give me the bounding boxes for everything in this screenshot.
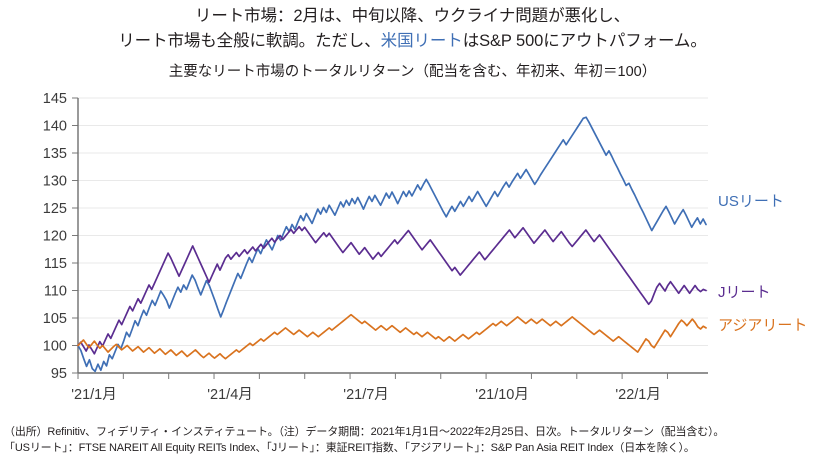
y-axis-tick-label: 100	[43, 339, 67, 355]
footer-source-line: （出所）Refinitiv、フィデリティ・インスティテュート。（注）データ期間：…	[4, 426, 725, 438]
line-chart: 95 100 105 110 115 120 125 130 135 140 145 '21/1月 '2…	[43, 91, 808, 403]
x-axis-tick-label: '22/1月	[615, 387, 661, 403]
y-axis-tick-label: 135	[43, 146, 67, 162]
chart-area: 95 100 105 110 115 120 125 130 135 140 145 '21/1月 '2…	[0, 88, 825, 406]
title-line-2-part-a: リート市場も全般に軟調。ただし、	[118, 32, 381, 50]
footer-index-line: 「USリート」：FTSE NAREIT All Equity REITs Ind…	[4, 442, 695, 454]
y-axis-tick-label: 130	[43, 174, 67, 190]
chart-subtitle: 主要なリート市場のトータルリターン（配当を含む、年初来、年初＝100）	[168, 64, 657, 80]
y-axis-tick-label: 110	[44, 284, 67, 300]
x-axis-tick-label: '21/1月	[71, 387, 117, 403]
series-label-Jリート: Jリート	[718, 284, 771, 301]
y-axis-tick-label: 145	[43, 91, 67, 107]
title-block: リート市場：2月は、中旬以降、ウクライナ問題が悪化し、 リート市場も全般に軟調。…	[0, 4, 825, 54]
y-axis-tick-label: 120	[43, 229, 67, 245]
series-line-アジアリート	[77, 313, 707, 360]
footer-notes: （出所）Refinitiv、フィデリティ・インスティテュート。（注）データ期間：…	[4, 424, 822, 456]
y-axis-tick-label: 140	[43, 119, 67, 135]
title-highlight-us-reit: 米国リート	[380, 32, 463, 50]
title-line-2: リート市場も全般に軟調。ただし、米国リートはS&P 500にアウトパフォーム。	[0, 29, 825, 54]
x-axis-tick-label: '21/10月	[475, 387, 529, 403]
series-line-Jリート	[77, 225, 707, 355]
title-line-2-part-b: はS&P 500にアウトパフォーム。	[462, 32, 707, 50]
x-axis-tick-label: '21/4月	[207, 387, 253, 403]
series-label-アジアリート: アジアリート	[718, 317, 807, 334]
series-line-USリート	[77, 116, 707, 373]
y-axis-tick-label: 95	[51, 366, 67, 382]
x-axis-tick-label: '21/7月	[343, 387, 389, 403]
y-axis-tick-label: 105	[43, 311, 67, 327]
y-axis-tick-label: 115	[44, 256, 67, 272]
title-line-1: リート市場：2月は、中旬以降、ウクライナ問題が悪化し、	[194, 7, 631, 25]
y-axis-tick-label: 125	[43, 201, 67, 217]
series-label-USリート: USリート	[718, 193, 784, 210]
